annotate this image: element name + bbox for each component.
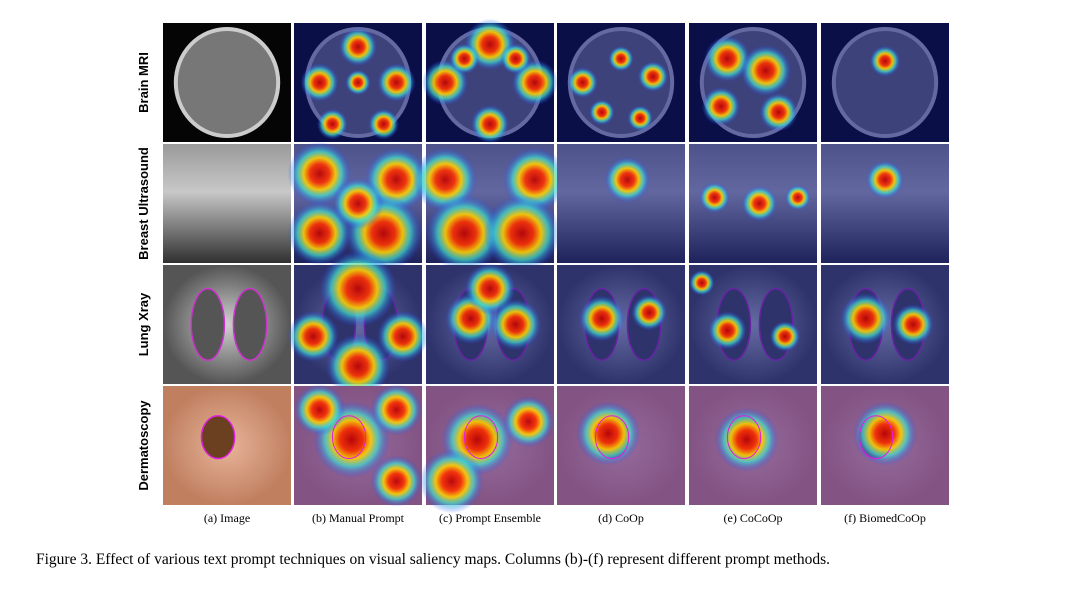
saliency-blob xyxy=(708,311,747,350)
saliency-blob xyxy=(377,63,416,102)
lesion-outline xyxy=(331,415,367,460)
row-label: Lung Xray xyxy=(136,292,151,356)
saliency-blob xyxy=(502,396,554,448)
image-panel xyxy=(557,144,685,263)
caption: Figure 3. Effect of various text prompt … xyxy=(36,551,830,568)
saliency-blob xyxy=(741,185,778,222)
image-background xyxy=(163,144,291,263)
lesion-outline xyxy=(463,415,499,460)
image-panel xyxy=(821,386,949,505)
saliency-blob xyxy=(892,304,934,345)
saliency-blob xyxy=(377,310,429,362)
saliency-blob xyxy=(840,292,892,345)
image-panel xyxy=(163,265,291,384)
saliency-blob xyxy=(631,294,668,331)
image-panel xyxy=(689,144,817,263)
saliency-blob xyxy=(608,45,634,72)
saliency-blob xyxy=(338,27,378,66)
column-label: (b) Manual Prompt xyxy=(312,511,405,525)
saliency-blob xyxy=(345,69,371,96)
column-label: (f) BiomedCoOp xyxy=(844,511,926,525)
saliency-blob xyxy=(576,401,641,466)
column-label: (e) CoCoOp xyxy=(724,511,783,525)
brain xyxy=(173,26,281,139)
saliency-blob xyxy=(769,321,801,352)
image-panel xyxy=(287,250,429,399)
lung xyxy=(232,288,268,361)
image-panel xyxy=(294,23,422,142)
column-label: (c) Prompt Ensemble xyxy=(439,511,541,525)
image-panel xyxy=(557,265,685,384)
saliency-blob xyxy=(714,407,779,472)
saliency-blob xyxy=(426,194,503,272)
saliency-blob xyxy=(489,298,542,351)
saliency-blob xyxy=(319,250,397,328)
saliency-blob xyxy=(699,182,730,213)
saliency-blob xyxy=(449,43,480,75)
column-label: (a) Image xyxy=(204,511,250,525)
saliency-blob xyxy=(689,270,715,296)
image-panel xyxy=(689,23,817,142)
image-panel xyxy=(821,23,949,142)
row-label: Brain MRI xyxy=(136,52,151,113)
image-panel xyxy=(557,23,685,142)
saliency-blob xyxy=(287,310,339,362)
saliency-blob xyxy=(464,263,516,315)
saliency-blob xyxy=(317,108,348,140)
saliency-blob xyxy=(785,184,811,211)
saliency-blob xyxy=(287,201,352,266)
saliency-blob xyxy=(604,156,651,203)
row-label: Dermatoscopy xyxy=(136,400,151,491)
row-label: Breast Ultrasound xyxy=(136,147,151,260)
saliency-blob xyxy=(865,160,905,199)
saliency-blob xyxy=(869,45,901,77)
saliency-blob xyxy=(368,108,399,140)
saliency-blob xyxy=(326,334,390,399)
image-panel xyxy=(426,263,554,384)
image-panel xyxy=(163,144,291,263)
saliency-blob xyxy=(300,63,339,102)
image-background xyxy=(163,265,291,384)
image-panel xyxy=(689,265,817,384)
saliency-blob xyxy=(567,67,598,98)
saliency-blob xyxy=(470,104,510,144)
saliency-overlay xyxy=(821,23,949,142)
saliency-blob xyxy=(740,45,792,97)
image-panel xyxy=(821,265,949,384)
image-panel xyxy=(422,18,558,144)
saliency-blob xyxy=(419,449,484,514)
image-panel xyxy=(419,386,554,514)
image-panel xyxy=(413,144,567,272)
saliency-blob xyxy=(483,194,561,272)
saliency-blob xyxy=(701,87,741,126)
saliency-blob xyxy=(704,35,751,82)
lesion xyxy=(200,415,236,460)
lesion-outline xyxy=(726,415,762,460)
image-grid xyxy=(163,18,949,514)
saliency-blob xyxy=(294,384,346,436)
saliency-blob xyxy=(332,177,384,230)
saliency-blob xyxy=(578,295,625,342)
saliency-blob xyxy=(637,61,669,92)
saliency-blob xyxy=(589,99,615,126)
lesion-outline xyxy=(594,415,630,460)
image-panel xyxy=(163,386,291,505)
saliency-blob xyxy=(853,401,917,466)
saliency-blob xyxy=(627,105,653,131)
column-label: (d) CoOp xyxy=(598,511,644,525)
saliency-blob xyxy=(500,43,531,75)
image-panel xyxy=(294,384,422,507)
lesion-outline xyxy=(858,415,894,460)
image-panel xyxy=(287,141,429,272)
saliency-blob xyxy=(370,455,422,507)
image-panel xyxy=(689,386,817,505)
lung xyxy=(190,288,226,361)
image-panel xyxy=(557,386,685,505)
image-panel xyxy=(163,23,291,142)
saliency-blob xyxy=(370,384,422,436)
saliency-blob xyxy=(759,93,798,132)
image-panel xyxy=(821,144,949,263)
saliency-blob xyxy=(287,141,352,206)
